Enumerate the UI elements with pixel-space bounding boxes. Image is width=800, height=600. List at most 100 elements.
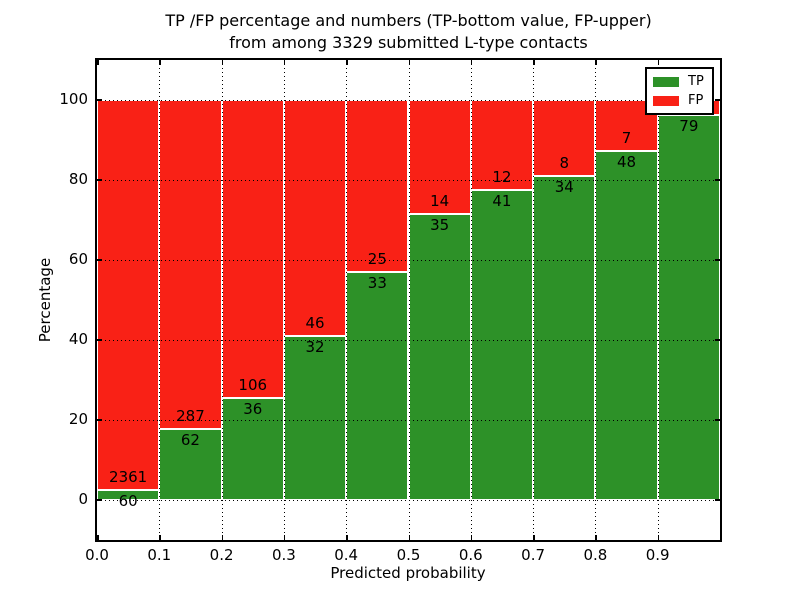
- tick-mark-y-left: [97, 339, 102, 341]
- bar-segment-fp: [97, 100, 160, 490]
- gridline-vertical: [657, 60, 659, 540]
- bar-count-label-fp: 7: [621, 128, 632, 147]
- bar-segment-tp: [408, 214, 471, 500]
- bar-count-label-tp: 62: [180, 430, 200, 449]
- bar-segment-tp: [533, 176, 596, 500]
- gridline-vertical: [283, 60, 285, 540]
- bar-count-label-tp: 41: [492, 192, 512, 211]
- tick-mark-y-right: [715, 499, 720, 501]
- tick-mark-y-left: [97, 259, 102, 261]
- tick-mark-x-top: [283, 60, 286, 65]
- x-tick-label: 0.6: [458, 546, 483, 564]
- gridline-horizontal: [97, 420, 720, 421]
- x-tick-label: 0.2: [209, 546, 234, 564]
- x-tick-label: 0.5: [396, 546, 421, 564]
- bar-count-label-tp: 79: [679, 116, 699, 135]
- bar-count-label-fp: 106: [238, 376, 268, 395]
- gridline-horizontal: [97, 260, 720, 261]
- tick-mark-x-top: [97, 60, 99, 65]
- bar-count-label-tp: 34: [554, 178, 574, 196]
- bar-segment-fp: [283, 100, 347, 336]
- tick-mark-y-left: [97, 419, 102, 421]
- bar-count-label-tp: 36: [243, 400, 263, 419]
- tick-mark-y-right: [715, 99, 720, 101]
- bar-count-label-tp: 32: [305, 338, 325, 356]
- plot-area: TP FP 2361 60 287 62 106 36 46 32 25 33 14 35 12 41 8 34…: [95, 58, 722, 542]
- tick-mark-y-left: [97, 499, 102, 501]
- tick-mark-x-top: [470, 60, 473, 65]
- gridline-horizontal: [97, 500, 720, 501]
- legend-label: FP: [688, 93, 704, 108]
- x-tick-label: 0.0: [85, 546, 109, 564]
- gridline-horizontal: [97, 340, 720, 341]
- gridline-horizontal: [97, 180, 720, 181]
- legend-swatch-tp: [653, 76, 679, 87]
- y-axis-label: Percentage: [36, 257, 54, 343]
- legend-item: TP: [653, 72, 704, 91]
- tick-mark-x-bottom: [159, 535, 161, 540]
- bar-segment-fp: [346, 100, 409, 273]
- tick-mark-x-bottom: [221, 535, 224, 540]
- x-tick-label: 0.9: [645, 546, 670, 564]
- legend-label: TP: [688, 74, 704, 89]
- tick-mark-x-bottom: [283, 535, 286, 540]
- y-tick-label: 0: [78, 490, 88, 508]
- bar-segment-fp: [159, 100, 222, 429]
- tick-mark-x-bottom: [595, 535, 597, 540]
- gridline-vertical: [595, 60, 597, 540]
- bar-count-label-fp: 14: [430, 192, 450, 211]
- tick-mark-y-right: [715, 179, 720, 181]
- bar-segment-fp: [470, 100, 534, 191]
- tick-mark-x-top: [408, 60, 410, 65]
- bar-segment-tp: [159, 428, 222, 500]
- tick-mark-x-bottom: [533, 535, 535, 540]
- tick-mark-y-right: [715, 259, 720, 261]
- bar-segment-tp: [346, 272, 409, 500]
- tick-mark-y-right: [715, 339, 720, 341]
- y-tick-label: 80: [68, 170, 88, 188]
- bar-count-label-tp: 48: [616, 152, 637, 171]
- bar-count-label-fp: 46: [305, 314, 325, 332]
- bar-segment-tp: [97, 490, 160, 500]
- tick-mark-x-bottom: [346, 535, 348, 540]
- x-tick-label: 0.3: [271, 546, 296, 564]
- tick-mark-y-right: [715, 419, 720, 421]
- x-axis-label: Predicted probability: [330, 564, 486, 582]
- chart-title-line2: from among 3329 submitted L-type contact…: [229, 33, 588, 52]
- y-tick-label: 40: [68, 330, 88, 348]
- bar-segment-tp: [470, 190, 534, 500]
- tick-mark-x-top: [657, 60, 660, 65]
- x-tick-label: 0.7: [521, 546, 546, 564]
- bar-segment-tp: [657, 114, 720, 500]
- tick-mark-x-top: [595, 60, 597, 65]
- chart-title: TP /FP percentage and numbers (TP-bottom…: [97, 10, 720, 54]
- gridline-vertical: [346, 60, 348, 540]
- x-tick-label: 0.4: [334, 546, 359, 564]
- tick-mark-x-bottom: [657, 535, 660, 540]
- bar-segment-tp: [283, 336, 347, 500]
- tick-mark-x-top: [533, 60, 535, 65]
- bar-count-label-tp: 35: [430, 216, 450, 235]
- x-tick-label: 0.8: [583, 546, 608, 564]
- tick-mark-y-left: [97, 179, 102, 181]
- bar-count-label-fp: 25: [367, 250, 387, 269]
- gridline-vertical: [159, 60, 161, 540]
- tick-mark-x-top: [346, 60, 348, 65]
- gridline-horizontal: [97, 100, 720, 101]
- legend-swatch-fp: [653, 95, 679, 106]
- bar-segment-fp: [221, 100, 284, 399]
- tick-mark-x-top: [221, 60, 224, 65]
- legend: TP FP: [645, 67, 714, 115]
- tick-mark-x-bottom: [470, 535, 473, 540]
- y-tick-label: 100: [59, 90, 88, 108]
- tick-mark-x-bottom: [97, 535, 99, 540]
- gridline-vertical: [470, 60, 472, 540]
- gridline-vertical: [533, 60, 535, 540]
- y-tick-label: 20: [68, 410, 88, 428]
- tick-mark-x-bottom: [408, 535, 410, 540]
- bar-count-label-fp: 12: [492, 168, 512, 187]
- chart-title-line1: TP /FP percentage and numbers (TP-bottom…: [165, 11, 652, 30]
- x-tick-label: 0.1: [147, 546, 172, 564]
- y-tick-label: 60: [68, 250, 88, 268]
